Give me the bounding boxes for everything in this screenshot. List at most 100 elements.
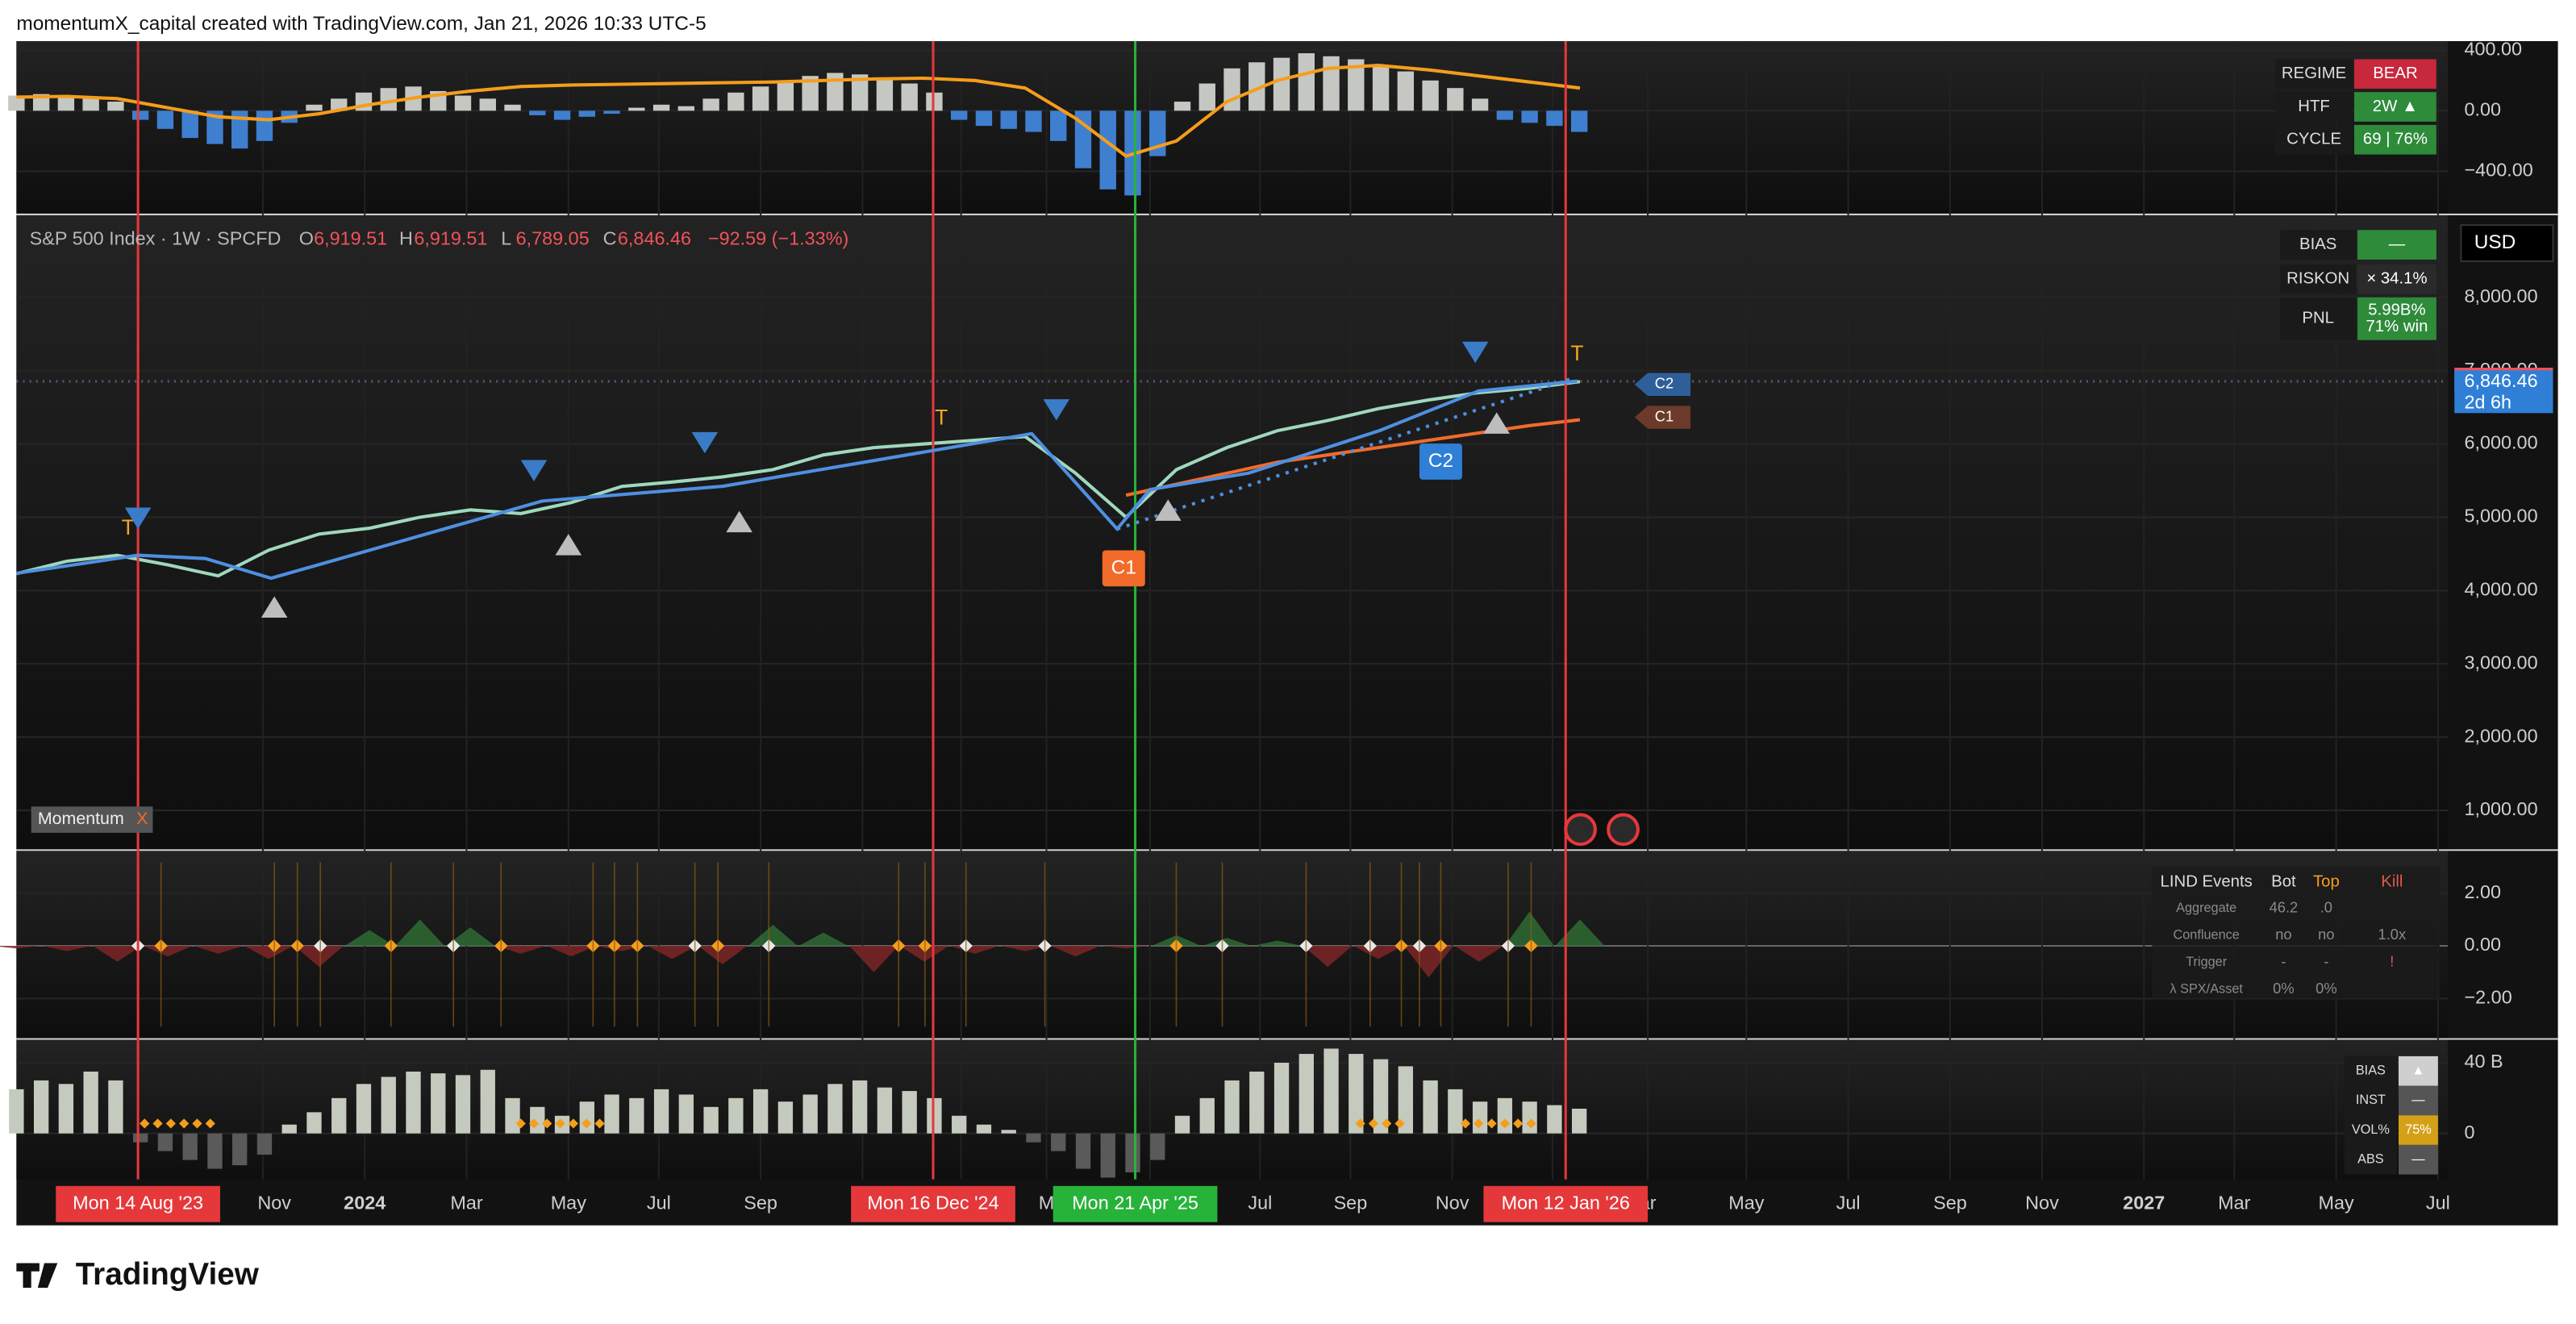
x-tick-label: Nov <box>2025 1192 2059 1213</box>
table-key: HTF <box>2298 98 2330 115</box>
ohlc-value: 6,789.05 <box>516 228 590 249</box>
lind-cell: 0% <box>2273 980 2295 997</box>
last-price-box <box>2454 370 2553 414</box>
ohlc-value: 6,846.46 <box>618 228 691 249</box>
lind-area <box>1051 945 1101 957</box>
x-tick-label: May <box>2318 1192 2354 1213</box>
date-marker-box <box>851 1185 1015 1222</box>
ohlc-key: C <box>603 228 617 249</box>
up-triangles <box>261 412 1510 618</box>
table-value-cell <box>2354 59 2436 90</box>
bar <box>132 1133 148 1143</box>
lind-cell: 0% <box>2315 980 2337 997</box>
lind-area <box>1303 945 1353 968</box>
ohlc-key: L <box>501 228 511 249</box>
table-key-cell <box>2344 1115 2397 1145</box>
lind-area <box>1000 945 1050 951</box>
bar <box>156 110 174 129</box>
callout-label: C2 <box>1428 450 1453 472</box>
bar <box>1570 110 1588 132</box>
table-value: ▲ <box>2411 1064 2424 1078</box>
y-tick-label: 0.00 <box>2464 934 2501 955</box>
y-tick-label: 2.00 <box>2464 881 2501 902</box>
bar <box>206 110 223 144</box>
tag-label: C2 <box>1655 375 1674 392</box>
table-key-cell <box>2275 92 2353 122</box>
bar <box>728 1097 744 1134</box>
bar <box>952 1115 967 1134</box>
table-key: CYCLE <box>2286 131 2341 148</box>
bar <box>852 1080 868 1134</box>
bar <box>1323 1048 1339 1134</box>
indicator-mark: X <box>136 809 148 828</box>
table-key: RISKON <box>2286 270 2349 288</box>
bar <box>652 104 670 111</box>
bar <box>1546 110 1563 127</box>
top-mark: T <box>122 515 135 539</box>
bar <box>1125 1133 1140 1172</box>
date-marker-box <box>1052 1185 1218 1222</box>
bar <box>9 1089 24 1134</box>
bar <box>1522 1101 1537 1134</box>
bar <box>529 110 546 115</box>
table-key-cell <box>2280 230 2357 260</box>
table-key-cell <box>2344 1055 2397 1086</box>
osc-pane <box>16 41 2449 214</box>
lind-cell: no <box>2318 926 2334 943</box>
osc-line <box>16 63 1581 158</box>
bar <box>727 92 744 111</box>
lind-cell: λ SPX/Asset <box>2170 982 2243 997</box>
bar <box>231 110 248 149</box>
lind-area <box>395 919 445 946</box>
bar <box>578 110 596 117</box>
bar <box>1373 1059 1389 1134</box>
y-tick-label: 0 <box>2464 1122 2474 1143</box>
lind-header: Top <box>2313 872 2340 890</box>
bar <box>777 80 794 111</box>
date-marker-label: Mon 16 Dec '24 <box>867 1192 998 1213</box>
bar <box>702 98 719 111</box>
trend-line <box>16 379 1578 581</box>
lind-area <box>1101 945 1151 949</box>
x-tick-label: Nov <box>257 1192 291 1213</box>
lind-area <box>698 945 748 964</box>
bar <box>1397 71 1415 111</box>
table-key: REGIME <box>2282 65 2346 82</box>
lind-area <box>748 924 798 946</box>
ohlc-key: O <box>299 228 314 249</box>
table-value: — <box>2411 1152 2425 1167</box>
lind-area <box>1202 938 1252 946</box>
y-tick-label: −400.00 <box>2464 160 2532 181</box>
y-tick-label: 1,000.00 <box>2464 798 2537 819</box>
lind-area <box>42 945 92 951</box>
y-tick-label: −2.00 <box>2464 987 2511 1008</box>
bar <box>604 1094 619 1134</box>
table-key: INST <box>2356 1093 2386 1107</box>
lind-cell: Trigger <box>2186 955 2228 969</box>
bar <box>1150 1133 1165 1160</box>
bar <box>406 1071 421 1134</box>
x-tick-label: 2024 <box>344 1192 386 1213</box>
bar <box>1173 102 1191 111</box>
callout <box>1419 443 1462 480</box>
bar <box>1199 1097 1215 1134</box>
lind-area <box>1454 945 1504 962</box>
bar <box>1547 1105 1562 1134</box>
bar <box>306 1112 322 1134</box>
bar <box>603 110 620 114</box>
bar <box>455 1075 471 1134</box>
x-tick-label: Jul <box>647 1192 671 1213</box>
bar <box>1025 110 1042 132</box>
table-value: BEAR <box>2373 65 2417 82</box>
bar <box>1448 1089 1463 1134</box>
y-tick-label: 8,000.00 <box>2464 285 2537 306</box>
bar <box>1372 65 1390 111</box>
trend-dotted <box>1116 376 1575 531</box>
lind-area <box>496 945 546 954</box>
bar <box>1075 1133 1091 1169</box>
table-key: BIAS <box>2356 1064 2386 1078</box>
bar <box>579 1101 594 1134</box>
bar <box>1198 83 1215 111</box>
